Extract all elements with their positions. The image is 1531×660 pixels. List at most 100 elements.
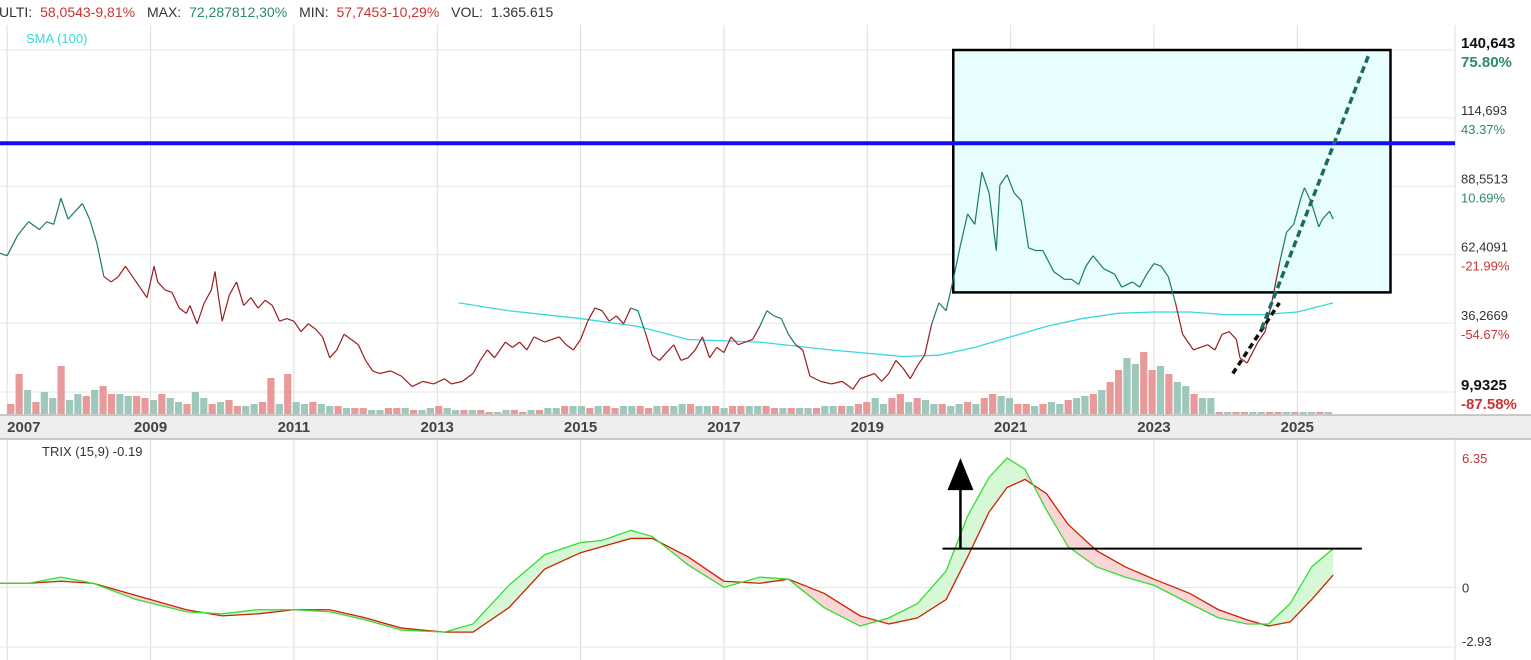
price-segment xyxy=(759,310,768,327)
price-segment xyxy=(952,245,962,280)
volume-bar xyxy=(905,402,913,414)
price-segment xyxy=(1146,263,1155,275)
volume-bar xyxy=(938,404,946,414)
volume-bar xyxy=(351,408,359,414)
volume-bar xyxy=(49,398,57,414)
volume-bar xyxy=(175,402,183,414)
volume-bar xyxy=(846,406,854,414)
volume-bar xyxy=(91,390,99,414)
price-segment xyxy=(350,339,359,346)
sma-line xyxy=(458,302,1334,358)
volume-bar xyxy=(124,396,132,414)
volume-bar xyxy=(460,410,468,414)
price-segment xyxy=(157,281,166,291)
volume-bar xyxy=(1072,398,1081,414)
price-segment xyxy=(1321,210,1331,220)
volume-bar xyxy=(99,386,107,414)
volume-bar xyxy=(200,398,208,414)
price-line xyxy=(0,171,1334,390)
price-segment xyxy=(666,344,675,353)
price-segment xyxy=(738,341,746,346)
price-segment xyxy=(203,289,212,304)
volume-bar xyxy=(258,402,267,414)
volume-bar xyxy=(1081,396,1089,414)
price-axis-value: 9,9325 xyxy=(1461,377,1507,394)
price-segment xyxy=(89,218,98,243)
price-segment xyxy=(17,221,30,236)
price-segment xyxy=(214,271,220,298)
volume-bar xyxy=(451,410,460,414)
price-segment xyxy=(1300,187,1306,199)
volume-bar xyxy=(1316,412,1324,414)
price-segment xyxy=(1286,223,1295,233)
volume-bar xyxy=(502,410,510,414)
price-segment xyxy=(745,338,753,343)
volume-bar xyxy=(57,366,65,414)
volume-bar xyxy=(233,406,241,414)
min-label: MIN: xyxy=(299,4,329,20)
price-segment xyxy=(873,373,883,382)
price-axis-pct: -87.58% xyxy=(1461,396,1517,413)
x-tick-2013: 2013 xyxy=(421,419,454,436)
price-segment xyxy=(709,347,718,359)
price-segment xyxy=(512,341,520,348)
price-axis-value: 114,693 xyxy=(1461,103,1507,118)
price-segment xyxy=(1329,211,1334,220)
volume-bar xyxy=(1215,412,1223,414)
price-segment xyxy=(687,349,696,359)
price-segment xyxy=(153,266,159,283)
price-axis-value: 88,5513 xyxy=(1461,171,1508,186)
volume-bar xyxy=(1039,404,1047,414)
volume-bar xyxy=(703,406,711,414)
price-segment xyxy=(307,323,316,330)
x-axis-labels: 2007 2009 2011 2013 2015 2017 2019 2021 2023 2025 xyxy=(7,419,1314,436)
price-segment xyxy=(902,367,911,380)
trix-axis-value: 6.35 xyxy=(1462,451,1487,466)
price-segment xyxy=(773,315,782,320)
volume-bar xyxy=(216,402,225,414)
volume-bar xyxy=(191,392,199,414)
volume-bar xyxy=(300,404,309,414)
volume-bar xyxy=(913,398,921,414)
price-segment xyxy=(422,380,434,385)
x-axis-band xyxy=(0,415,1531,439)
price-segment xyxy=(580,320,589,340)
volume-bar xyxy=(133,396,141,414)
volume-bar xyxy=(1022,404,1030,414)
volume-bar xyxy=(1324,412,1332,414)
volume-bar xyxy=(7,404,15,414)
price-segment xyxy=(67,210,76,220)
price-segment xyxy=(981,171,990,194)
volume-bar xyxy=(569,406,577,414)
volume-bar xyxy=(921,400,930,414)
price-segment xyxy=(1160,265,1169,278)
price-segment xyxy=(486,349,495,359)
volume-bar xyxy=(972,404,980,414)
price-segment xyxy=(673,344,682,361)
x-tick-2021: 2021 xyxy=(994,419,1027,436)
volume-bar xyxy=(1064,400,1072,414)
volume-bar xyxy=(1240,412,1249,414)
price-segment xyxy=(1257,331,1266,343)
volume-bar xyxy=(871,398,879,414)
trix-fill-segment xyxy=(967,477,990,557)
price-segment xyxy=(1228,331,1237,340)
trix-arrow-head xyxy=(947,458,974,491)
volume-bar xyxy=(930,404,938,414)
trix-legend: TRIX (15,9) -0.19 xyxy=(42,444,142,459)
price-segment xyxy=(38,221,48,231)
volume-bar xyxy=(770,408,779,414)
price-segment xyxy=(235,281,245,306)
volume-bar xyxy=(82,396,90,414)
x-tick-2023: 2023 xyxy=(1137,419,1170,436)
price-segment xyxy=(995,185,1001,251)
volume-bar xyxy=(779,408,787,414)
volume-bar xyxy=(65,400,74,414)
price-segment xyxy=(1193,346,1201,351)
volume-bar xyxy=(493,412,502,414)
trix-fill-segment xyxy=(473,585,509,633)
volume-bar xyxy=(838,406,846,414)
price-segment xyxy=(210,271,216,290)
price-segment xyxy=(730,336,739,346)
price-segment xyxy=(293,320,302,332)
